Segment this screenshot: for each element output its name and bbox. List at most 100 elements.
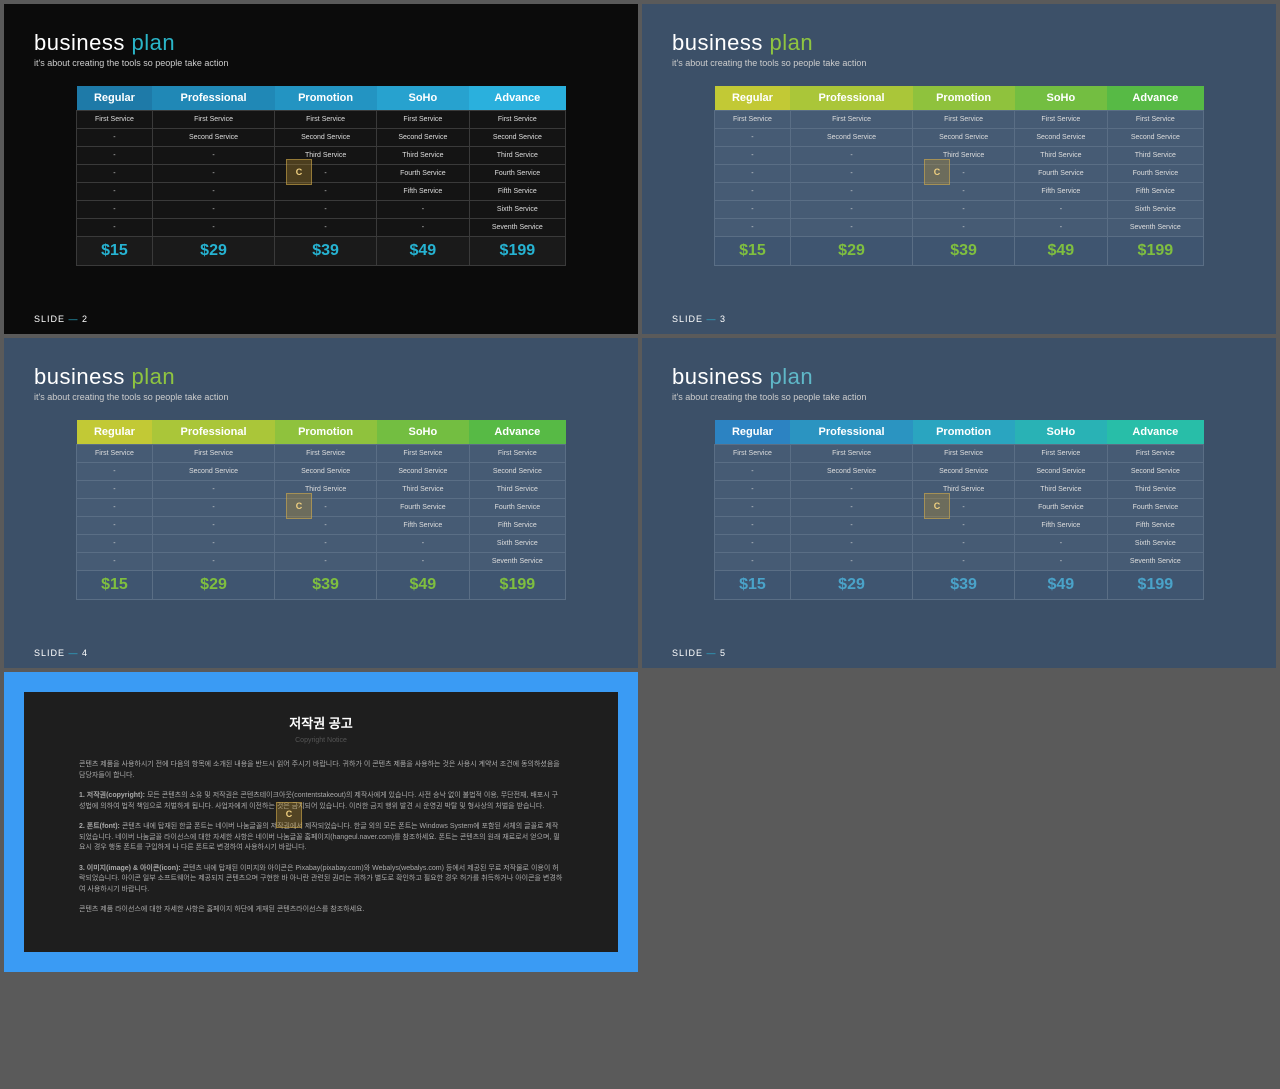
service-cell: - bbox=[77, 553, 153, 571]
price-cell: $29 bbox=[790, 571, 912, 600]
service-cell: - bbox=[715, 481, 791, 499]
column-header: Professional bbox=[152, 86, 274, 111]
price-cell: $199 bbox=[469, 571, 565, 600]
service-cell: First Service bbox=[1015, 111, 1108, 129]
service-cell: First Service bbox=[77, 111, 153, 129]
service-cell: Sixth Service bbox=[1107, 535, 1203, 553]
service-cell: Second Service bbox=[275, 129, 377, 147]
slide-copyright: 저작권 공고 Copyright Notice 콘텐츠 제품을 사용하시기 전에… bbox=[4, 672, 638, 972]
price-cell: $49 bbox=[1015, 571, 1108, 600]
service-cell: First Service bbox=[377, 445, 470, 463]
pricing-table: RegularProfessionalPromotionSoHoAdvanceF… bbox=[714, 86, 1204, 266]
service-cell: - bbox=[275, 499, 377, 517]
service-cell: Fifth Service bbox=[377, 183, 470, 201]
service-cell: Third Service bbox=[377, 481, 470, 499]
column-header: Advance bbox=[1107, 420, 1203, 445]
service-cell: - bbox=[152, 219, 274, 237]
service-cell: - bbox=[790, 219, 912, 237]
service-cell: Second Service bbox=[1107, 463, 1203, 481]
service-cell: - bbox=[715, 201, 791, 219]
service-cell: - bbox=[152, 165, 274, 183]
service-cell: - bbox=[377, 201, 470, 219]
service-cell: - bbox=[77, 499, 153, 517]
service-cell: Third Service bbox=[275, 481, 377, 499]
service-cell: - bbox=[77, 147, 153, 165]
service-cell: Third Service bbox=[913, 481, 1015, 499]
service-cell: - bbox=[77, 535, 153, 553]
service-cell: - bbox=[790, 481, 912, 499]
service-cell: Seventh Service bbox=[1107, 553, 1203, 571]
service-cell: First Service bbox=[469, 445, 565, 463]
service-cell: - bbox=[152, 535, 274, 553]
service-cell: First Service bbox=[913, 445, 1015, 463]
price-cell: $39 bbox=[275, 237, 377, 266]
service-cell: Second Service bbox=[913, 129, 1015, 147]
service-cell: - bbox=[790, 165, 912, 183]
slide-title: business plan bbox=[672, 30, 1246, 56]
column-header: SoHo bbox=[1015, 420, 1108, 445]
service-cell: - bbox=[275, 535, 377, 553]
service-cell: Sixth Service bbox=[469, 201, 565, 219]
service-cell: - bbox=[152, 147, 274, 165]
service-cell: - bbox=[715, 499, 791, 517]
service-cell: First Service bbox=[469, 111, 565, 129]
service-cell: Seventh Service bbox=[1107, 219, 1203, 237]
column-header: Regular bbox=[715, 420, 791, 445]
price-cell: $29 bbox=[152, 237, 274, 266]
service-cell: Third Service bbox=[1015, 481, 1108, 499]
service-cell: - bbox=[275, 517, 377, 535]
service-cell: Second Service bbox=[377, 463, 470, 481]
service-cell: Fourth Service bbox=[377, 165, 470, 183]
service-cell: Fourth Service bbox=[1015, 499, 1108, 517]
service-cell: Fourth Service bbox=[469, 499, 565, 517]
service-cell: Fifth Service bbox=[469, 183, 565, 201]
service-cell: Sixth Service bbox=[469, 535, 565, 553]
column-header: SoHo bbox=[1015, 86, 1108, 111]
pricing-table: RegularProfessionalPromotionSoHoAdvanceF… bbox=[76, 86, 566, 266]
service-cell: - bbox=[790, 553, 912, 571]
service-cell: - bbox=[275, 183, 377, 201]
service-cell: - bbox=[1015, 535, 1108, 553]
slide-number: SLIDE — 3 bbox=[672, 314, 726, 324]
copyright-p2: 1. 저작권(copyright): 모든 콘텐츠의 소유 및 저작권은 콘텐츠… bbox=[79, 791, 563, 812]
service-cell: Fourth Service bbox=[469, 165, 565, 183]
slide-subtitle: it's about creating the tools so people … bbox=[34, 58, 608, 68]
column-header: Advance bbox=[469, 420, 565, 445]
slide-number: SLIDE — 2 bbox=[34, 314, 88, 324]
slide-subtitle: it's about creating the tools so people … bbox=[672, 58, 1246, 68]
service-cell: Second Service bbox=[913, 463, 1015, 481]
service-cell: - bbox=[275, 201, 377, 219]
service-cell: Second Service bbox=[1015, 463, 1108, 481]
service-cell: First Service bbox=[790, 445, 912, 463]
slide-4: business planit's about creating the too… bbox=[4, 338, 638, 668]
price-cell: $39 bbox=[913, 571, 1015, 600]
service-cell: Fifth Service bbox=[469, 517, 565, 535]
column-header: Professional bbox=[790, 420, 912, 445]
service-cell: - bbox=[790, 517, 912, 535]
copyright-subtitle: Copyright Notice bbox=[79, 736, 563, 747]
service-cell: First Service bbox=[1107, 445, 1203, 463]
service-cell: Seventh Service bbox=[469, 219, 565, 237]
service-cell: - bbox=[790, 147, 912, 165]
service-cell: Seventh Service bbox=[469, 553, 565, 571]
service-cell: Third Service bbox=[1107, 481, 1203, 499]
slide-title: business plan bbox=[34, 30, 608, 56]
slide-5: business planit's about creating the too… bbox=[642, 338, 1276, 668]
service-cell: First Service bbox=[715, 111, 791, 129]
service-cell: - bbox=[913, 183, 1015, 201]
service-cell: - bbox=[377, 219, 470, 237]
service-cell: - bbox=[275, 165, 377, 183]
price-cell: $29 bbox=[790, 237, 912, 266]
service-cell: - bbox=[77, 129, 153, 147]
copyright-p3: 2. 폰트(font): 콘텐츠 내에 탑재된 한글 폰트는 네이버 나눔글꼴의… bbox=[79, 822, 563, 854]
service-cell: Sixth Service bbox=[1107, 201, 1203, 219]
service-cell: - bbox=[715, 517, 791, 535]
service-cell: Second Service bbox=[152, 129, 274, 147]
column-header: Promotion bbox=[275, 420, 377, 445]
column-header: Regular bbox=[715, 86, 791, 111]
slide-subtitle: it's about creating the tools so people … bbox=[34, 392, 608, 402]
price-cell: $199 bbox=[469, 237, 565, 266]
column-header: Promotion bbox=[913, 420, 1015, 445]
service-cell: First Service bbox=[275, 445, 377, 463]
service-cell: Fifth Service bbox=[1015, 517, 1108, 535]
